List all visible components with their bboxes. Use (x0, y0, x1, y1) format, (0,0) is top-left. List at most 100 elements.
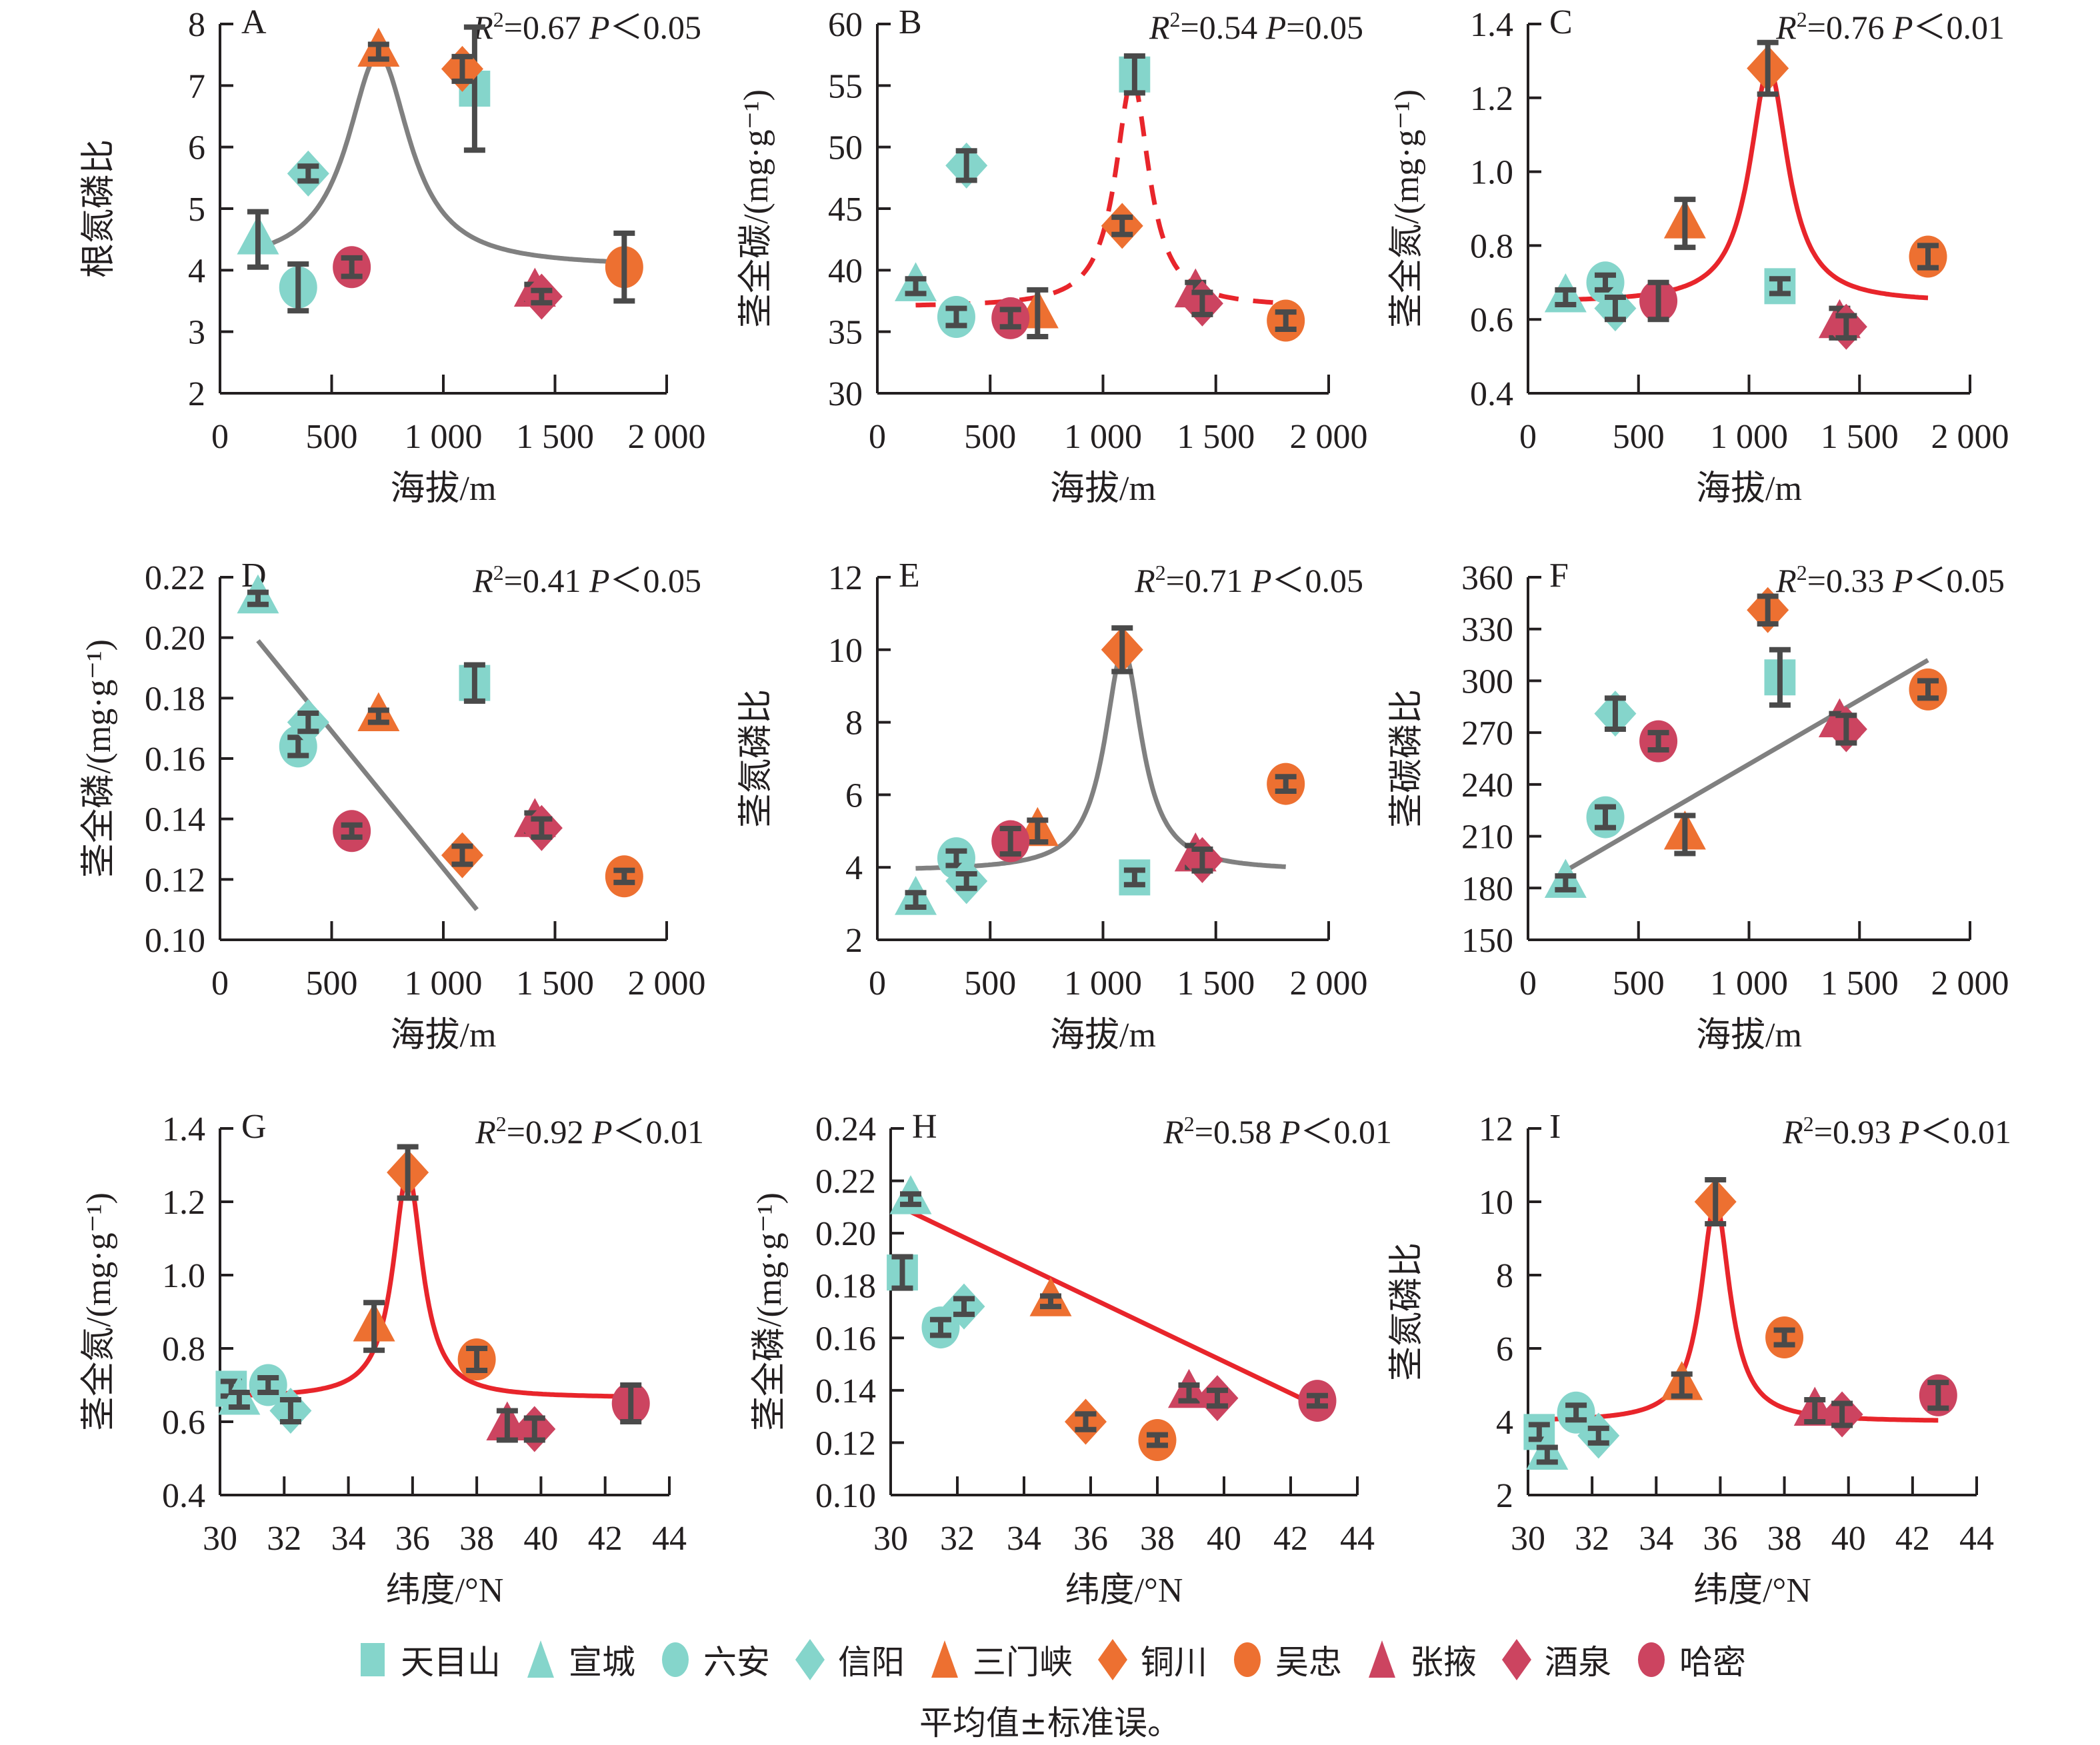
y-tick-label: 1.2 (162, 1184, 205, 1222)
data-point-哈密 (333, 810, 371, 853)
y-tick-label: 1.0 (162, 1257, 205, 1295)
data-point-天目山 (1119, 53, 1151, 96)
y-tick-label: 3 (188, 314, 205, 352)
data-point-天目山 (887, 1254, 918, 1291)
data-point-宣城 (889, 1175, 932, 1214)
p-symbol: P (1892, 562, 1913, 599)
data-point-六安 (1586, 796, 1625, 839)
x-tick-label: 2 000 (1931, 418, 2009, 456)
legend-item: 铜川 (1094, 1636, 1207, 1684)
legend-item: 六安 (657, 1636, 770, 1684)
y-tick-label: 2 (845, 922, 863, 960)
legend-marker-triangle-icon (931, 1640, 958, 1678)
data-point-三门峡 (353, 1300, 395, 1353)
data-point-哈密 (1298, 1380, 1337, 1422)
y-tick-label: 0.4 (1470, 375, 1513, 413)
y-tick-label: 12 (828, 559, 863, 597)
x-tick-label: 44 (1959, 1520, 1994, 1558)
p-symbol: P (1892, 9, 1913, 46)
y-tick-label: 45 (828, 191, 863, 229)
data-point-三门峡 (1029, 1277, 1072, 1316)
data-point-信阳 (287, 699, 329, 746)
y-tick-label: 10 (828, 632, 863, 670)
data-point-铜川 (1694, 1177, 1737, 1226)
data-point-信阳 (287, 150, 329, 197)
fit-line (231, 1169, 631, 1399)
panel-b: 30 35 40 45 50 55 60 0 500 1 000 1 500 2 000 B R2=0.5… (737, 3, 1368, 508)
y-axis-title: 茎全氮/(mg·g⁻¹) (1388, 89, 1426, 328)
p-symbol: P (1251, 562, 1272, 599)
stat-annotation: R2=0.54 P=0.05 (1149, 7, 1363, 46)
x-axis-title: 纬度/°N (386, 1572, 504, 1610)
fit-line (899, 1204, 1319, 1408)
data-point-六安 (921, 1306, 960, 1349)
p-value: ＜0.05 (1272, 562, 1364, 599)
p-value: ＜0.01 (1301, 1113, 1393, 1150)
y-axis-title: 茎氮磷比 (1388, 1242, 1426, 1381)
legend-item: 三门峡 (926, 1636, 1073, 1684)
y-tick-label: 0.22 (145, 559, 205, 597)
superscript-2: 2 (496, 1112, 507, 1136)
x-tick-label: 38 (1767, 1520, 1802, 1558)
x-tick-label: 1 000 (1710, 418, 1788, 456)
stat-annotation: R2=0.76 P＜0.01 (1775, 7, 2005, 46)
p-value: ＜0.05 (610, 9, 702, 46)
y-tick-label: 10 (1479, 1184, 1513, 1222)
data-point-吴忠 (1909, 235, 1947, 278)
legend-marker-circle-icon (1234, 1642, 1261, 1677)
r-squared-symbol: R (1775, 9, 1797, 46)
y-tick-label: 0.16 (145, 741, 205, 779)
legend-marker-square-icon (361, 1643, 385, 1676)
superscript-2: 2 (493, 561, 504, 585)
x-tick-label: 30 (873, 1520, 908, 1558)
x-tick-label: 44 (1340, 1520, 1375, 1558)
legend-item: 信阳 (791, 1636, 905, 1684)
legend-marker-shape (1098, 1639, 1127, 1680)
x-axis-title: 海拔/m (391, 470, 497, 508)
data-point-铜川 (1747, 587, 1789, 633)
x-tick-label: 500 (306, 964, 358, 1002)
data-point-三门峡 (1663, 197, 1706, 251)
p-symbol: P (1279, 1113, 1301, 1150)
y-tick-label: 0.14 (145, 801, 205, 839)
y-tick-label: 1.4 (1470, 6, 1513, 44)
legend-marker-diamond-icon (1098, 1639, 1127, 1680)
x-tick-label: 40 (1207, 1520, 1241, 1558)
y-tick-label: 0.14 (815, 1372, 876, 1410)
y-axis-title: 茎全磷/(mg·g⁻¹) (751, 1192, 789, 1431)
x-tick-label: 500 (964, 964, 1016, 1002)
data-point-天目山 (1764, 268, 1796, 305)
x-tick-label: 42 (1895, 1520, 1930, 1558)
stat-annotation: R2=0.67 P＜0.05 (472, 7, 701, 46)
y-tick-label: 55 (828, 67, 863, 105)
stat-annotation: R2=0.93 P＜0.01 (1782, 1112, 2011, 1150)
x-axis-title: 海拔/m (1050, 470, 1156, 508)
y-tick-label: 4 (188, 252, 205, 290)
legend-label: 六安 (703, 1643, 770, 1682)
r-squared-symbol: R (475, 1113, 496, 1150)
y-tick-label: 0.10 (145, 922, 205, 960)
data-point-吴忠 (605, 230, 643, 304)
stat-annotation: R2=0.71 P＜0.05 (1134, 561, 1363, 599)
data-point-吴忠 (605, 855, 643, 898)
data-point-宣城 (1544, 859, 1587, 898)
data-point-信阳 (1594, 285, 1637, 332)
data-point-信阳 (943, 1283, 985, 1330)
y-tick-label: 0.6 (1470, 301, 1513, 339)
data-point-三门峡 (1661, 1361, 1703, 1400)
y-tick-label: 0.16 (815, 1320, 876, 1358)
panel-letter: E (899, 557, 920, 595)
p-symbol: P (1899, 1113, 1920, 1150)
y-tick-label: 35 (828, 314, 863, 352)
y-tick-label: 0.12 (815, 1424, 876, 1462)
x-tick-label: 500 (306, 418, 358, 456)
x-tick-label: 34 (1639, 1520, 1673, 1558)
y-tick-label: 12 (1479, 1110, 1513, 1148)
x-tick-label: 32 (940, 1520, 975, 1558)
y-tick-label: 330 (1461, 611, 1513, 649)
y-tick-label: 0.8 (162, 1330, 205, 1368)
legend-marker-shape (527, 1640, 554, 1678)
y-tick-label: 240 (1461, 767, 1513, 805)
p-symbol: P (589, 9, 610, 46)
